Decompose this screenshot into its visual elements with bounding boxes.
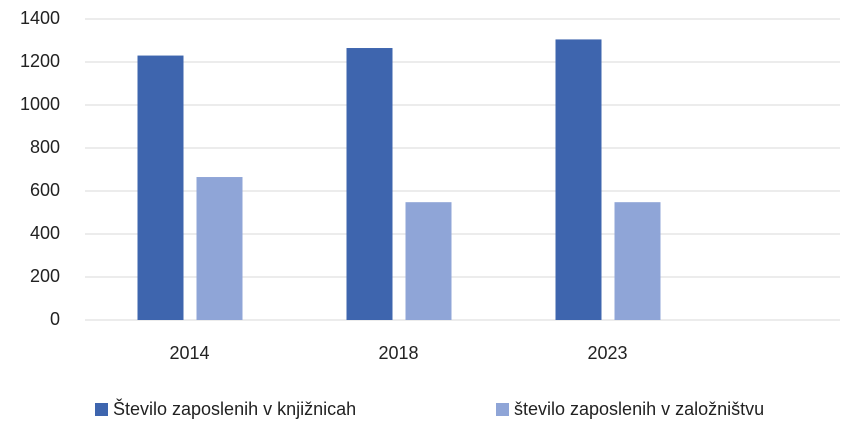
legend-label: število zaposlenih v založništvu <box>514 399 764 419</box>
bar <box>196 177 243 320</box>
bar <box>137 55 184 321</box>
legend-swatch <box>496 403 509 416</box>
bar <box>614 202 661 320</box>
y-tick-label: 800 <box>30 137 60 157</box>
x-tick-label: 2014 <box>169 343 209 363</box>
x-tick-label: 2018 <box>378 343 418 363</box>
y-tick-label: 1400 <box>20 8 60 28</box>
y-tick-label: 1000 <box>20 94 60 114</box>
legend-label: Število zaposlenih v knjižnicah <box>113 398 356 419</box>
bar <box>555 39 602 321</box>
x-tick-label: 2023 <box>587 343 627 363</box>
bar <box>346 48 393 321</box>
legend-swatch <box>95 403 108 416</box>
y-tick-label: 0 <box>50 309 60 329</box>
bar <box>405 202 452 320</box>
y-tick-label: 1200 <box>20 51 60 71</box>
y-tick-label: 400 <box>30 223 60 243</box>
y-tick-label: 600 <box>30 180 60 200</box>
y-tick-label: 200 <box>30 266 60 286</box>
